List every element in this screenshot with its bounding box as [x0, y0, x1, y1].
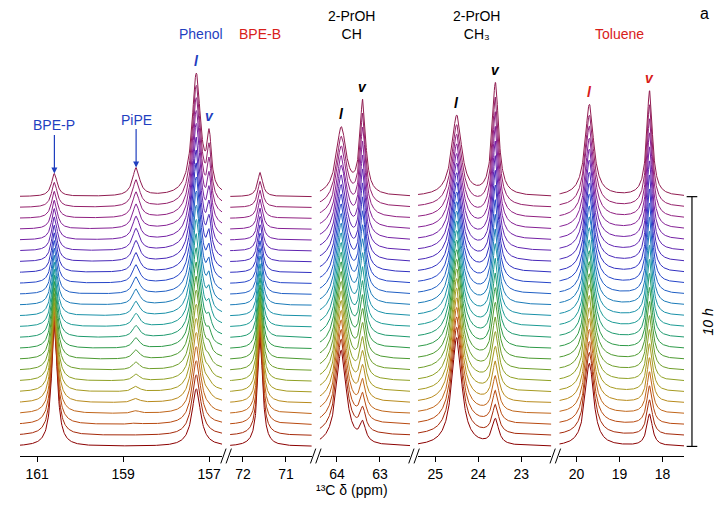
svg-text:PiPE: PiPE — [121, 112, 152, 128]
svg-text:161: 161 — [26, 466, 50, 482]
svg-text:v: v — [205, 108, 214, 124]
svg-text:24: 24 — [470, 466, 486, 482]
svg-text:2-PrOHCH₃: 2-PrOHCH₃ — [453, 8, 500, 42]
svg-text:25: 25 — [427, 466, 443, 482]
svg-text:BPE-P: BPE-P — [33, 117, 75, 133]
svg-text:71: 71 — [278, 466, 294, 482]
svg-text:l: l — [587, 84, 592, 100]
svg-text:BPE-B: BPE-B — [239, 26, 281, 42]
svg-text:18: 18 — [655, 466, 671, 482]
svg-text:19: 19 — [612, 466, 628, 482]
svg-text:64: 64 — [329, 466, 345, 482]
svg-text:a: a — [700, 5, 709, 22]
svg-text:¹³C δ (ppm): ¹³C δ (ppm) — [316, 482, 388, 498]
svg-text:157: 157 — [198, 466, 222, 482]
svg-text:23: 23 — [513, 466, 529, 482]
svg-text:Phenol: Phenol — [179, 26, 223, 42]
svg-text:l: l — [194, 53, 199, 69]
svg-text:10 h: 10 h — [700, 308, 716, 335]
svg-text:2-PrOHCH: 2-PrOHCH — [328, 8, 375, 42]
svg-text:159: 159 — [112, 466, 136, 482]
svg-text:l: l — [339, 106, 344, 122]
svg-text:v: v — [358, 79, 367, 95]
svg-text:63: 63 — [372, 466, 388, 482]
svg-text:20: 20 — [569, 466, 585, 482]
svg-text:v: v — [491, 62, 500, 78]
svg-text:Toluene: Toluene — [595, 26, 644, 42]
svg-text:v: v — [645, 70, 654, 86]
svg-text:l: l — [454, 95, 459, 111]
svg-text:72: 72 — [235, 466, 251, 482]
